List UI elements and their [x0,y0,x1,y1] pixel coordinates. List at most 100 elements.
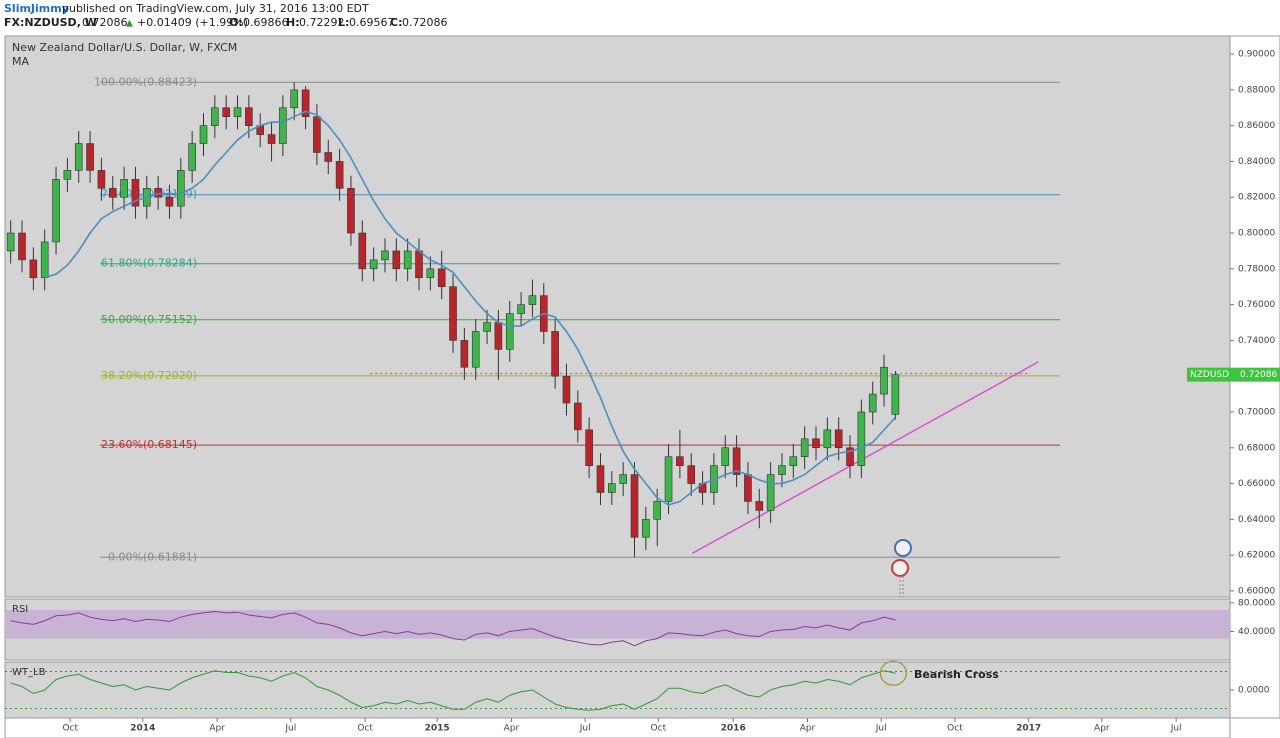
candle-body [653,501,661,520]
candle-body [789,456,798,466]
candle-body [483,322,491,332]
candle-body [188,143,196,171]
chart-title: New Zealand Dollar/U.S. Dollar, W, FXCM [12,41,237,54]
y-tick-label: 0.76000 [1238,300,1275,310]
candle-body [233,107,242,118]
candle-body [313,116,321,153]
candle-body [245,107,253,126]
candle-body [18,232,26,261]
candle-body [449,286,457,341]
candle-body [86,143,94,171]
fib-label: 23.60%(0.68145) [101,438,197,451]
candle-body [74,143,83,171]
candle-body [880,366,888,395]
candle-body [664,456,673,502]
annotation-circle [879,660,907,686]
x-tick-label: Apr [1094,724,1110,734]
y-tick-label: 0.64000 [1238,515,1275,525]
candle-body [676,456,684,466]
x-tick-label: Apr [800,724,816,734]
price-tag [1187,367,1280,382]
candle-body [778,465,786,475]
x-tick-label: Jul [579,724,591,734]
x-tick-label: Oct [62,724,78,734]
panel-title: WT_LB [12,667,46,678]
candle-body [891,374,900,415]
candle-body [800,438,809,458]
panel [4,35,1231,598]
candle-body [437,268,446,288]
y-tick-label: 0.62000 [1238,551,1275,561]
change: +0.01409 (+1.99%) [137,16,248,29]
candle-body [222,107,230,118]
y-tick-label: 0.80000 [1238,229,1275,239]
low-label: L: [338,16,349,29]
y-tick-label: 0.0000 [1238,686,1270,696]
annotation: Bearish Cross [914,668,999,681]
x-tick-label: Oct [357,724,373,734]
candle-body [868,393,877,413]
candle-body [369,259,378,270]
candle-body [177,170,185,207]
open-label: O: [229,16,243,29]
fib-label: 100.00%(0.88423) [94,75,197,88]
candle-body [52,179,60,243]
candle-body [108,187,117,198]
y-tick-label: 0.90000 [1238,50,1275,60]
y-tick-label: 0.88000 [1238,85,1275,95]
candle-body [528,295,537,305]
last-price: 0.72086 [82,16,128,29]
x-tick-label: Apr [209,724,225,734]
candle-body [608,483,616,493]
candle-body [335,161,344,189]
candle-body [460,340,469,368]
event-icon [891,559,909,577]
candle-body [857,411,866,466]
candle-body [755,501,764,511]
candle-body [392,250,401,270]
author[interactable]: SlimJimmy [4,2,69,15]
candle-body [97,170,106,189]
candle-body [574,402,582,431]
candle-body [324,152,333,162]
change-arrow: ▲ [126,19,133,29]
candle-body [6,232,15,252]
event-icon [894,539,912,557]
time-axis [4,717,1231,738]
trend-line [692,361,1039,554]
candle-body [165,196,174,207]
candle-body [381,250,389,261]
y-tick-label: 0.84000 [1238,157,1275,167]
candle-body [732,447,741,475]
candle-body [517,304,525,314]
candle-body [63,170,72,180]
candle-body [596,465,605,493]
high-value: 0.72292 [299,16,345,29]
candle-body [642,519,650,538]
y-tick-label: 0.78000 [1238,264,1275,274]
published: published on TradingView.com, July 31, 2… [62,2,369,15]
price-tag-value: 0.72086 [1240,370,1277,380]
indicator-label: MA [12,55,29,68]
candle-body [562,375,571,404]
candle-body [415,250,423,279]
candle-body [823,429,832,449]
candle-body [29,259,38,279]
candle-body [120,179,128,198]
x-tick-label: 2014 [130,724,155,734]
fib-label: 50.00%(0.75152) [101,313,197,326]
candle-body [154,187,162,198]
candle-body [744,474,752,502]
symbol: FX:NZDUSD, W [4,16,97,29]
low-value: 0.69567 [349,16,395,29]
y-tick-label: 0.66000 [1238,479,1275,489]
candle-body [347,187,355,234]
y-tick-label: 40.0000 [1238,627,1275,637]
x-tick-label: Oct [651,724,667,734]
y-tick-label: 80.0000 [1238,598,1275,608]
candle-body [494,322,503,350]
candle-body [619,474,627,484]
y-tick-label: 0.68000 [1238,443,1275,453]
